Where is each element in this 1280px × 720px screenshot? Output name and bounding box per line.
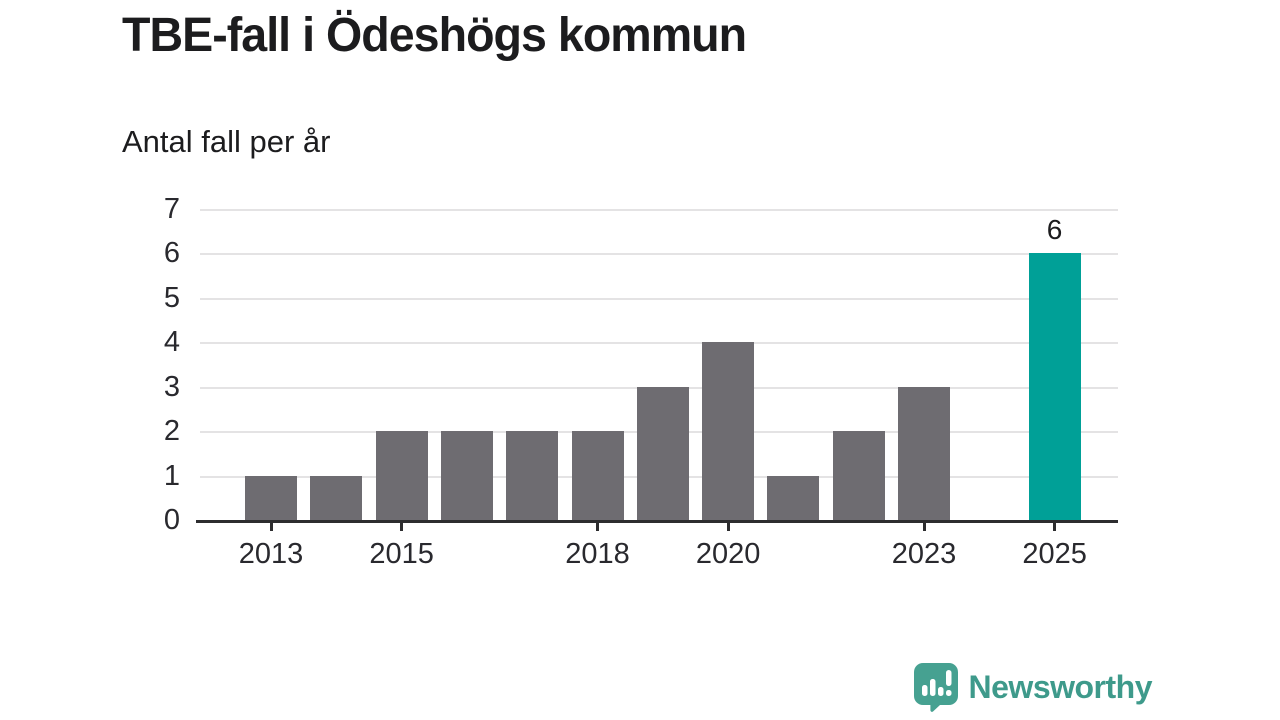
x-axis-label-2025: 2025: [1022, 538, 1087, 570]
x-axis-tick-2015: [400, 521, 404, 531]
x-axis-tick-2023: [922, 521, 926, 531]
gridline-y4: [200, 342, 1118, 345]
x-axis-label-2018: 2018: [565, 538, 630, 570]
y-axis-label-4: 4: [163, 326, 180, 359]
bar-2023: [898, 386, 950, 520]
y-axis-label-3: 3: [163, 370, 180, 403]
x-axis-label-2015: 2015: [369, 538, 434, 570]
newsworthy-brand-name: Newsworthy: [968, 668, 1153, 705]
newsworthy-logo-icon: [913, 662, 959, 712]
bar-2015: [375, 431, 428, 520]
x-axis-tick-2025: [1053, 521, 1057, 531]
x-axis-label-2023: 2023: [891, 538, 957, 570]
y-axis-label-0: 0: [163, 504, 180, 536]
chart-subtitle: Antal fall per år: [122, 124, 331, 159]
x-axis-label-2020: 2020: [695, 538, 761, 570]
bar-2025: [1028, 253, 1081, 520]
bar-2013: [245, 475, 297, 520]
x-axis-tick-2020: [726, 521, 730, 531]
bar-2020: [702, 342, 755, 520]
y-axis-label-5: 5: [163, 281, 180, 314]
gridline-y5: [200, 297, 1118, 300]
bar-2018: [571, 431, 624, 520]
x-axis-line: [196, 520, 1118, 523]
bar-2016: [440, 431, 493, 520]
y-axis-label-7: 7: [163, 193, 180, 225]
x-axis-tick-2018: [596, 521, 599, 531]
x-axis-tick-2013: [269, 521, 273, 531]
newsworthy-brand: Newsworthy: [913, 662, 1153, 712]
bar-value-label-2025: 6: [1046, 214, 1063, 246]
gridline-y7: [200, 209, 1118, 211]
plot-area: 0 1 2 3 4 5 6 7 2013 2015 2018 2020 2023 2025 6: [164, 195, 1118, 570]
bar-2017: [506, 431, 559, 520]
y-axis-label-1: 1: [163, 459, 180, 492]
bar-2019: [636, 386, 689, 520]
y-axis-label-6: 6: [163, 237, 180, 270]
bar-2022: [832, 431, 885, 520]
y-axis-label-2: 2: [163, 415, 180, 448]
x-axis-label-2013: 2013: [238, 538, 304, 570]
bar-2014: [310, 475, 363, 520]
chart-title: TBE-fall i Ödeshögs kommun: [122, 9, 747, 62]
bar-2021: [767, 475, 820, 520]
gridline-y6: [200, 253, 1118, 256]
